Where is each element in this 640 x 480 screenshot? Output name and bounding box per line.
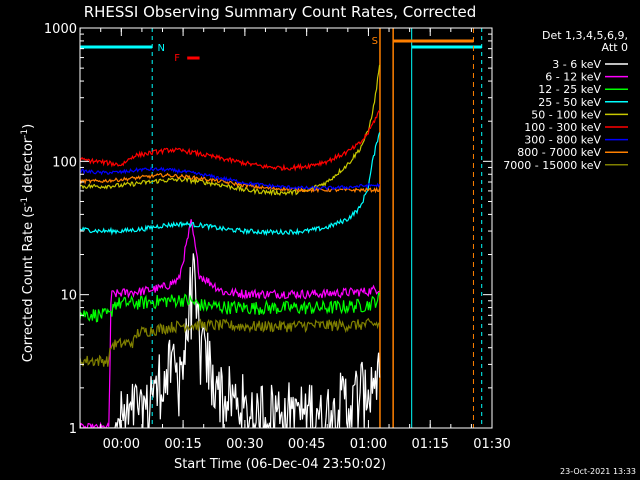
legend-header: Det 1,3,4,5,6,9, bbox=[542, 29, 628, 42]
night-marker-label: N bbox=[157, 43, 164, 54]
y-axis-label-main: Corrected Count Rate (s bbox=[21, 206, 36, 363]
y-axis-label-superscript: -1 bbox=[20, 197, 30, 206]
saa-marker-label: S bbox=[372, 36, 378, 47]
chart-title: RHESSI Observing Summary Count Rates, Co… bbox=[84, 3, 477, 21]
y-axis-label-superscript-2: -1 bbox=[20, 129, 30, 138]
y-axis-label-detector: detector bbox=[21, 137, 36, 197]
legend-label: 100 - 300 keV bbox=[524, 121, 601, 134]
legend-header: Att 0 bbox=[602, 41, 628, 54]
x-tick-label: 00:15 bbox=[164, 437, 201, 452]
legend-label: 12 - 25 keV bbox=[538, 83, 601, 96]
y-axis: 1 10 100 1000 bbox=[44, 22, 492, 437]
legend-label: 800 - 7000 keV bbox=[517, 146, 601, 159]
series-line-5 bbox=[80, 109, 381, 172]
y-axis-label: Corrected Count Rate (s-1 detector-1) bbox=[20, 124, 36, 362]
y-tick-label: 10 bbox=[60, 289, 77, 304]
series-line-7 bbox=[80, 172, 381, 194]
y-tick-label: 1 bbox=[69, 422, 77, 437]
series-line-6 bbox=[80, 166, 381, 192]
series-line-2 bbox=[80, 292, 381, 323]
legend-label: 25 - 50 keV bbox=[538, 96, 601, 109]
x-tick-label: 01:00 bbox=[350, 437, 387, 452]
y-axis-label-close: ) bbox=[21, 124, 36, 129]
x-axis: 00:00 00:15 00:30 00:45 01:00 01:15 01:30 bbox=[79, 28, 511, 452]
status-bars: NF S bbox=[80, 28, 483, 428]
legend-label: 3 - 6 keV bbox=[552, 58, 601, 71]
x-tick-label: 01:30 bbox=[473, 437, 510, 452]
flare-marker-label: F bbox=[174, 53, 180, 64]
legend-label: 50 - 100 keV bbox=[531, 108, 601, 121]
y-tick-label: 1000 bbox=[44, 22, 77, 37]
x-tick-label: 00:00 bbox=[103, 437, 140, 452]
series-line-4 bbox=[80, 64, 381, 197]
series-line-8 bbox=[80, 317, 381, 367]
plot-area bbox=[80, 64, 381, 428]
legend-label: 300 - 800 keV bbox=[524, 134, 601, 147]
x-tick-label: 01:15 bbox=[411, 437, 448, 452]
series-line-1 bbox=[80, 219, 380, 428]
y-tick-label: 100 bbox=[52, 155, 77, 170]
legend-label: 6 - 12 keV bbox=[545, 71, 601, 84]
x-tick-label: 00:45 bbox=[288, 437, 325, 452]
timestamp: 23-Oct-2021 13:33 bbox=[560, 467, 636, 476]
series-line-0 bbox=[80, 253, 381, 428]
x-tick-label: 00:30 bbox=[226, 437, 263, 452]
legend-label: 7000 - 15000 keV bbox=[503, 159, 601, 172]
series-line-3 bbox=[80, 132, 381, 237]
x-axis-label: Start Time (06-Dec-04 23:50:02) bbox=[174, 457, 386, 472]
